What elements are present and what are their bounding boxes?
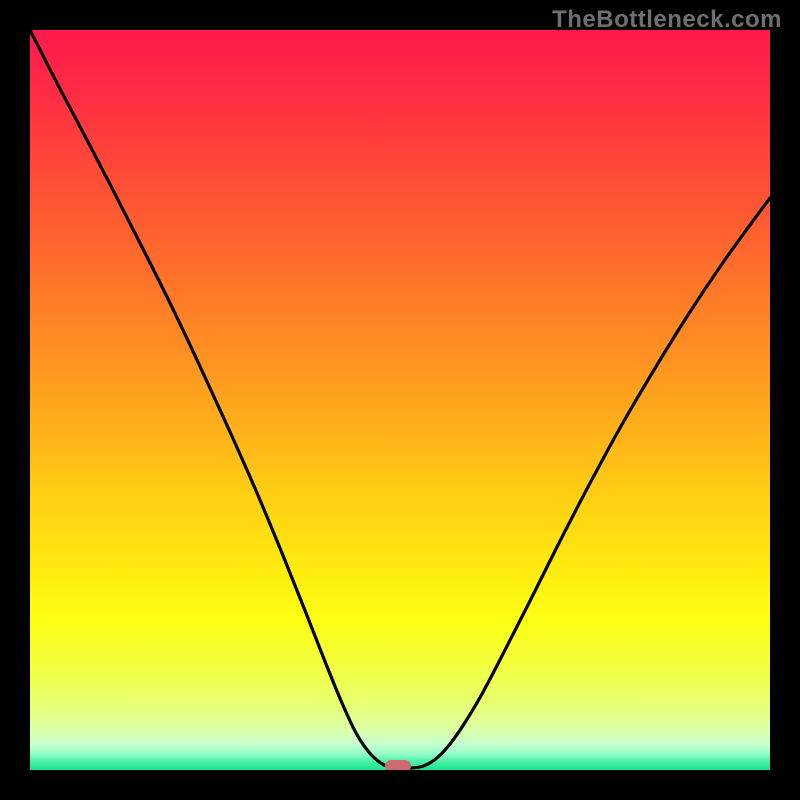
chart-frame: TheBottleneck.com bbox=[0, 0, 800, 800]
optimum-marker bbox=[385, 760, 411, 770]
plot-area bbox=[30, 30, 770, 770]
gradient-background bbox=[30, 30, 770, 770]
bottleneck-chart-svg bbox=[30, 30, 770, 770]
